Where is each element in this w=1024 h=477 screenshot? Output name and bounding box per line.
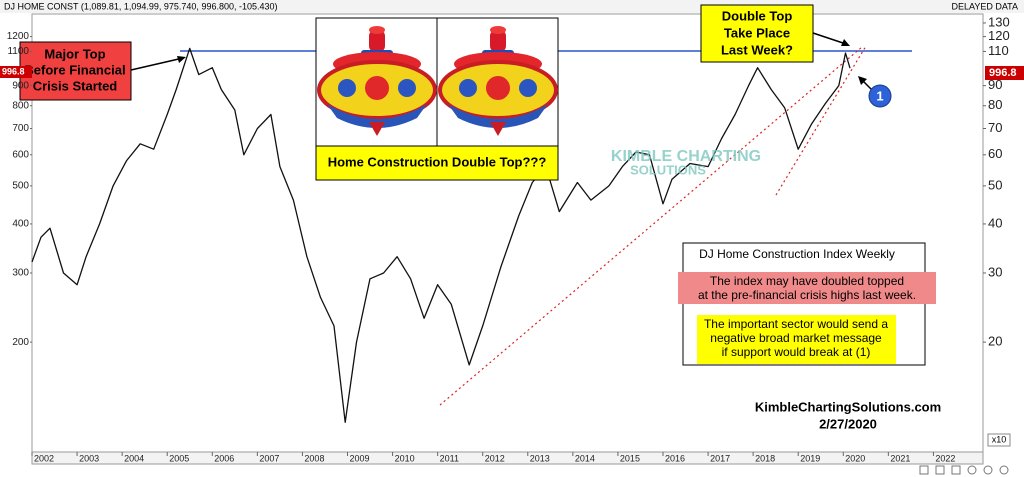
info-pink-box	[678, 272, 936, 304]
y-tick-label: 800	[12, 100, 29, 111]
info-yellow-box	[697, 315, 896, 364]
arrowhead	[177, 56, 186, 63]
support-trendline	[775, 45, 867, 196]
arrowhead	[858, 76, 867, 85]
price-label-bg	[0, 66, 32, 78]
price-label: 996.8	[989, 67, 1017, 79]
y-tick-label: 500	[12, 181, 29, 192]
major-top-line: Before Financial	[24, 62, 125, 77]
major-top-line: Major Top	[44, 46, 105, 61]
x-tick-label: 2011	[440, 453, 459, 463]
y-tick-label: 200	[12, 337, 29, 348]
support-marker	[868, 84, 892, 108]
toolbar-button[interactable]	[951, 465, 961, 475]
caption-box	[315, 145, 559, 181]
x-tick-label: 2014	[575, 453, 595, 463]
x-tick-label: 2007	[259, 453, 279, 463]
x-tick-label: 2017	[710, 453, 730, 463]
double-top-question-line: Double Top	[722, 8, 793, 23]
major-top-box	[19, 41, 132, 101]
support-marker-label: 1	[876, 88, 883, 103]
watermark: SOLUTIONS	[630, 162, 706, 177]
watermark: KIMBLE CHARTING	[611, 148, 761, 165]
x-tick-label: 2015	[620, 453, 640, 463]
data-note: DELAYED DATA	[951, 1, 1018, 11]
y2-tick-label: 60	[988, 146, 1002, 161]
y2-tick-label: 80	[988, 97, 1002, 112]
y-tick-label: 900	[12, 80, 29, 91]
date: 2/27/2020	[819, 416, 877, 431]
x-tick-label: 2002	[34, 453, 54, 463]
x-tick-label: 2016	[665, 453, 685, 463]
x-tick-label: 2020	[845, 453, 865, 463]
arrowhead	[841, 39, 850, 46]
x-tick-label: 2010	[395, 453, 415, 463]
x-tick-label: 2021	[890, 453, 910, 463]
y-tick-label: 1200	[7, 31, 30, 42]
arrow	[130, 57, 184, 71]
x-axis-strip	[31, 451, 984, 465]
y-tick-label: 600	[12, 149, 29, 160]
source: KimbleChartingSolutions.com	[755, 399, 941, 414]
toolbar-button[interactable]	[999, 465, 1009, 475]
double-top-question-line: Take Place	[724, 25, 790, 40]
y2-tick-label: 30	[988, 264, 1002, 279]
y2-tick-label: 130	[988, 14, 1010, 29]
price-label-bg	[985, 66, 1024, 80]
x-tick-label: 2006	[214, 453, 234, 463]
x-tick-label: 2003	[79, 453, 99, 463]
price-label: 996.8	[2, 66, 25, 76]
major-top-line: Crisis Started	[33, 78, 118, 93]
toolbar-button[interactable]	[983, 465, 993, 475]
symbol-info: DJ HOME CONST (1,089.81, 1,094.99, 975.7…	[4, 1, 278, 11]
y2-tick-label: 50	[988, 177, 1002, 192]
x-tick-label: 2012	[485, 453, 505, 463]
y2-tick-label: 20	[988, 334, 1002, 349]
multiplier-box	[987, 433, 1011, 447]
x-tick-label: 2013	[530, 453, 550, 463]
info-yellow-line: if support would break at (1)	[722, 345, 871, 359]
x-tick-label: 2009	[349, 453, 369, 463]
double-top-question-line: Last Week?	[721, 42, 793, 57]
toolbar-button[interactable]	[919, 465, 929, 475]
y2-tick-label: 90	[988, 77, 1002, 92]
info-pink-line: at the pre-financial crisis highs last w…	[698, 288, 916, 302]
arrow	[812, 32, 847, 45]
x-tick-label: 2018	[755, 453, 775, 463]
info-yellow-line: negative broad market message	[710, 331, 882, 345]
y2-tick-label: 40	[988, 215, 1002, 230]
y2-tick-label: 70	[988, 120, 1002, 135]
info-yellow-line: The important sector would send a	[704, 317, 888, 331]
toolbar-button[interactable]	[967, 465, 977, 475]
x-tick-label: 2022	[935, 453, 955, 463]
y-tick-label: 300	[12, 268, 29, 279]
x-tick-label: 2005	[169, 453, 189, 463]
price-line	[31, 47, 851, 423]
x-tick-label: 2019	[800, 453, 820, 463]
panel-caption: Home Construction Double Top???	[328, 154, 547, 169]
y2-tick-label: 120	[988, 28, 1010, 43]
x-tick-label: 2004	[124, 453, 144, 463]
toolbar	[919, 465, 1009, 475]
info-title: DJ Home Construction Index Weekly	[699, 247, 895, 261]
toolbar-button[interactable]	[935, 465, 945, 475]
y-tick-label: 700	[12, 123, 29, 134]
y2-tick-label: 110	[988, 43, 1009, 58]
y-tick-label: 400	[12, 219, 29, 230]
support-trendline	[439, 46, 863, 406]
y2-multiplier: x10	[992, 434, 1007, 444]
plot-area	[31, 13, 984, 453]
info-pink-line: The index may have doubled topped	[710, 274, 904, 288]
y-tick-label: 1100	[7, 46, 29, 57]
x-tick-label: 2008	[304, 453, 324, 463]
